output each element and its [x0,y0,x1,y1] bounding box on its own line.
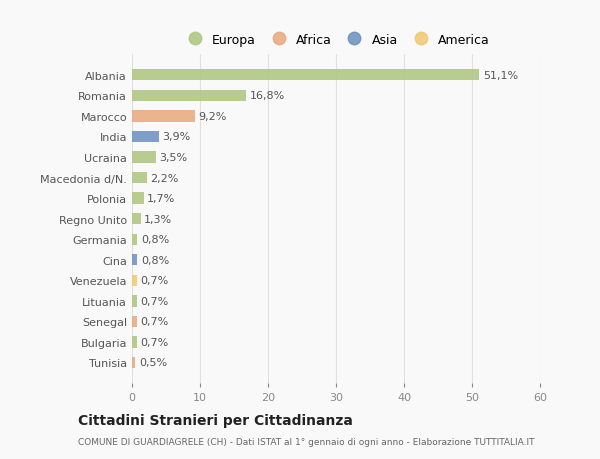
Legend: Europa, Africa, Asia, America: Europa, Africa, Asia, America [177,28,495,51]
Text: 0,7%: 0,7% [140,296,169,306]
Text: Cittadini Stranieri per Cittadinanza: Cittadini Stranieri per Cittadinanza [78,414,353,428]
Bar [132,234,137,245]
Bar [132,275,137,286]
Bar [132,255,137,266]
Text: 16,8%: 16,8% [250,91,285,101]
Bar [132,173,147,184]
Text: 3,9%: 3,9% [162,132,190,142]
Bar [132,336,137,348]
Bar [132,296,137,307]
Text: 0,7%: 0,7% [140,276,169,285]
Bar [132,193,143,204]
Text: 51,1%: 51,1% [483,71,518,81]
Text: 0,8%: 0,8% [141,255,169,265]
Text: COMUNE DI GUARDIAGRELE (CH) - Dati ISTAT al 1° gennaio di ogni anno - Elaborazio: COMUNE DI GUARDIAGRELE (CH) - Dati ISTAT… [78,437,535,446]
Text: 0,8%: 0,8% [141,235,169,245]
Text: 0,5%: 0,5% [139,358,167,368]
Bar [132,90,246,102]
Bar [132,70,479,81]
Bar [132,111,194,122]
Bar [132,357,136,368]
Bar [132,152,156,163]
Bar [132,213,141,225]
Text: 3,5%: 3,5% [159,153,187,162]
Text: 2,2%: 2,2% [151,173,179,183]
Text: 9,2%: 9,2% [198,112,226,122]
Bar [132,132,158,143]
Text: 0,7%: 0,7% [140,337,169,347]
Text: 1,7%: 1,7% [147,194,175,204]
Bar [132,316,137,327]
Text: 1,3%: 1,3% [144,214,172,224]
Text: 0,7%: 0,7% [140,317,169,327]
